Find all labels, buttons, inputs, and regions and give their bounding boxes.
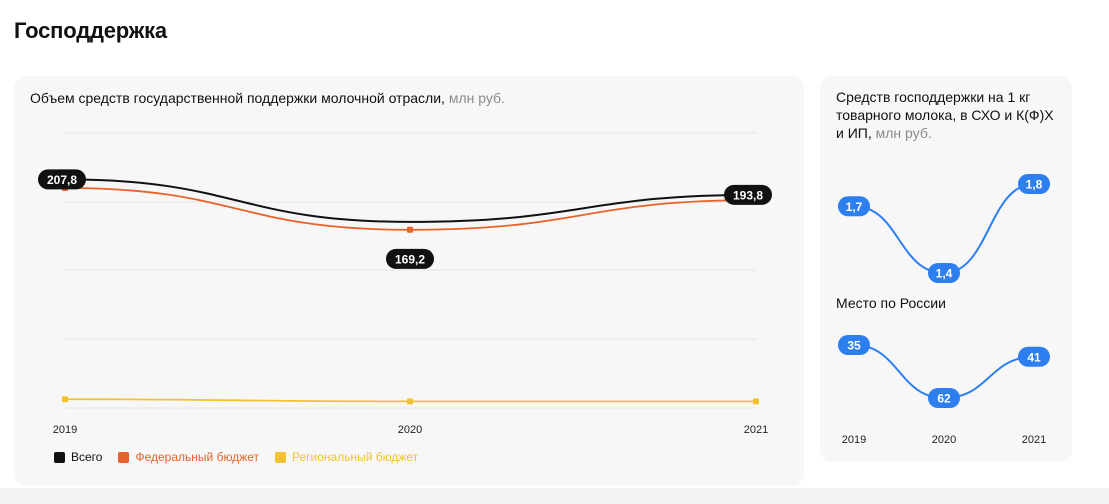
data-label-total-2019-bg <box>38 169 86 190</box>
data-label-support-2019-bg <box>838 196 870 217</box>
data-label-rank-2019-bg <box>838 335 870 355</box>
data-label-total-2021-bg <box>724 184 772 205</box>
data-label-support-2020-bg <box>928 263 960 283</box>
legend-label-regional: Региональный бюджет <box>291 450 419 464</box>
legend-swatch-regional <box>274 451 286 463</box>
bottom-strip <box>0 488 1109 504</box>
main-chart-title: Объем средств государственной поддержки … <box>30 89 505 107</box>
legend-item-regional[interactable]: Региональный бюджет <box>274 450 419 464</box>
main-chart-title-text: Объем средств государственной поддержки … <box>30 90 445 106</box>
data-label-support-2021: 1,8 <box>1026 178 1043 192</box>
side-x-tick-label-2019: 2019 <box>842 434 866 446</box>
series-line-federal <box>64 187 757 231</box>
main-chart-unit: млн руб. <box>448 90 505 106</box>
data-label-total-2020-bg <box>386 248 434 269</box>
x-tick-label-2019: 2019 <box>53 424 77 436</box>
side-line-charts: 1,7 1,4 1,8 35 62 41 2019 2020 2021 <box>838 174 1050 446</box>
legend-label-federal: Федеральный бюджет <box>135 450 259 464</box>
data-label-support-2021-bg <box>1018 174 1050 194</box>
point-regional-2021 <box>753 398 759 405</box>
legend-item-federal[interactable]: Федеральный бюджет <box>118 450 259 464</box>
side-chart-title-2: Место по России <box>836 295 946 311</box>
data-label-rank-2020-bg <box>928 388 960 408</box>
side-line-support <box>853 183 1035 275</box>
data-label-rank-2019: 35 <box>847 339 861 353</box>
data-label-support-2019: 1,7 <box>846 200 863 214</box>
x-tick-label-2020: 2020 <box>398 424 422 436</box>
side-chart-card: Средств господдержки на 1 кг товарного м… <box>820 76 1072 462</box>
page-title: Господдержка <box>14 18 167 43</box>
data-label-total-2020: 169,2 <box>395 252 425 266</box>
side-chart-title-1-text: Средств господдержки на 1 кг товарного м… <box>836 89 1054 141</box>
point-federal-2020 <box>407 226 413 233</box>
x-tick-label-2021: 2021 <box>744 424 768 436</box>
main-chart-card: Объем средств государственной поддержки … <box>14 76 804 486</box>
point-regional-2020 <box>407 398 413 405</box>
legend-swatch-federal <box>118 451 130 463</box>
series-line-total <box>64 178 757 223</box>
legend-swatch-total <box>54 451 65 463</box>
side-x-tick-label-2021: 2021 <box>1022 434 1046 446</box>
data-label-total-2019: 207,8 <box>47 173 77 187</box>
point-regional-2019 <box>62 396 68 403</box>
legend-label-total: Всего <box>71 450 103 464</box>
side-chart-title-1: Средств господдержки на 1 кг товарного м… <box>836 88 1056 142</box>
data-label-rank-2021: 41 <box>1027 350 1041 364</box>
main-chart-legend: Всего Федеральный бюджет Региональный бю… <box>54 450 418 464</box>
side-x-tick-label-2020: 2020 <box>932 434 956 446</box>
data-label-support-2020: 1,4 <box>936 267 953 281</box>
side-chart-unit-1: млн руб. <box>875 125 932 141</box>
data-label-rank-2021-bg <box>1018 346 1050 367</box>
legend-item-total[interactable]: Всего <box>54 450 102 464</box>
data-label-rank-2020: 62 <box>937 392 951 406</box>
data-label-total-2021: 193,8 <box>733 188 763 202</box>
main-line-chart: 2019 2020 2021 207,8 169,2 193,8 <box>38 132 772 436</box>
